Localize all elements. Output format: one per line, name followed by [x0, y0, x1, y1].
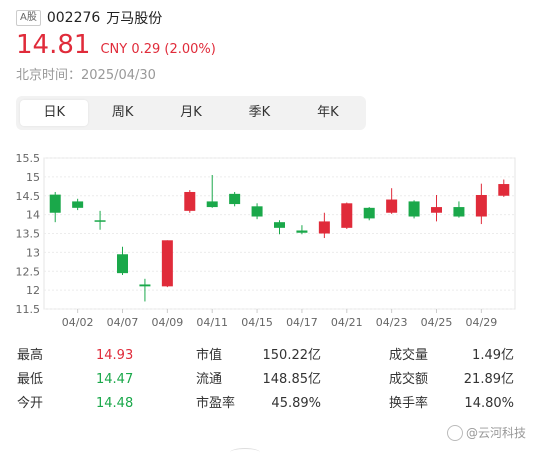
- candle-down: [296, 230, 308, 233]
- y-tick-label: 13.5: [16, 228, 41, 241]
- candle-up: [431, 207, 442, 213]
- candle-up: [498, 184, 510, 196]
- stat-float-cap-label: 流通: [196, 372, 223, 387]
- candle-up: [161, 240, 173, 287]
- stat-pe-label: 市盈率: [196, 396, 236, 411]
- y-tick-label: 13: [26, 246, 40, 259]
- period-tabs: 日K 周K 月K 季K 年K: [16, 96, 366, 130]
- candlestick-chart[interactable]: 15.5 15 14.5 14 13.5 13 12.5 12 11.5 04/02 04/07 04…: [0, 148, 538, 338]
- tab-quarterly-k[interactable]: 季K: [248, 105, 271, 120]
- stat-high-value: 14.93: [96, 348, 134, 363]
- candle-up: [318, 221, 330, 234]
- watermark: @云河科技: [446, 424, 526, 441]
- market-badge: A股: [16, 10, 41, 26]
- candle-down: [49, 194, 61, 213]
- tab-yearly-k[interactable]: 年K: [317, 105, 339, 120]
- candle-down: [94, 220, 106, 222]
- candle-down: [117, 254, 128, 274]
- stat-turnover-rate-label: 换手率: [389, 396, 429, 411]
- stat-float-cap: 流通 148.85亿: [196, 370, 321, 390]
- stat-high: 最高 14.93: [17, 346, 134, 366]
- stat-float-cap-value: 148.85亿: [262, 372, 322, 387]
- x-tick-label: 04/29: [466, 316, 498, 329]
- candle-down: [72, 201, 84, 208]
- y-tick-label: 12: [26, 284, 40, 297]
- y-tick-label: 14: [26, 209, 40, 222]
- stock-header: A股 002276 万马股份: [16, 8, 162, 28]
- x-tick-label: 04/25: [421, 316, 453, 329]
- stat-turnover-amount-label: 成交额: [389, 372, 429, 387]
- stat-open: 今开 14.48: [17, 394, 134, 414]
- stat-open-label: 今开: [17, 396, 44, 411]
- watermark-logo-icon: [446, 424, 463, 441]
- candle-up: [184, 191, 196, 211]
- quote-time: 北京时间：2025/04/30: [16, 68, 156, 83]
- stat-turnover-rate: 换手率 14.80%: [389, 394, 514, 414]
- x-tick-label: 04/09: [152, 316, 184, 329]
- price-change-amount: CNY 0.29: [100, 42, 161, 57]
- x-tick-label: 04/02: [62, 316, 94, 329]
- x-tick-label: 04/11: [196, 316, 228, 329]
- candle-down: [251, 206, 263, 217]
- stat-open-value: 14.48: [96, 396, 134, 411]
- y-tick-label: 14.5: [16, 190, 41, 203]
- tab-weekly-k[interactable]: 周K: [111, 105, 134, 120]
- stat-high-label: 最高: [17, 348, 44, 363]
- x-tick-label: 04/23: [376, 316, 408, 329]
- stock-name: 万马股份: [106, 11, 163, 27]
- y-tick-label: 15.5: [16, 152, 41, 165]
- stat-market-cap-label: 市值: [196, 348, 223, 363]
- stat-pe: 市盈率 45.89%: [196, 394, 321, 414]
- watermark-text: @云河科技: [465, 426, 526, 440]
- candle-down: [274, 222, 285, 228]
- x-tick-label: 04/21: [331, 316, 363, 329]
- stat-volume-value: 1.49亿: [472, 348, 514, 363]
- candle-down: [408, 201, 420, 217]
- price-change: CNY 0.29 (2.00%): [100, 42, 215, 57]
- stat-low-label: 最低: [17, 372, 44, 387]
- stat-turnover-amount-value: 21.89亿: [463, 372, 514, 387]
- y-tick-label: 12.5: [16, 265, 41, 278]
- y-tick-label: 15: [26, 171, 40, 184]
- candle-down: [453, 207, 465, 217]
- candle-down: [206, 201, 218, 208]
- candle-down: [229, 193, 241, 205]
- stat-low: 最低 14.47: [17, 370, 134, 390]
- x-tick-label: 04/15: [241, 316, 273, 329]
- candle-up: [475, 194, 487, 217]
- stat-volume-label: 成交量: [389, 348, 429, 363]
- scroll-hint-arc: [230, 448, 260, 457]
- candle-down: [139, 284, 151, 287]
- stat-pe-value: 45.89%: [271, 396, 321, 411]
- stat-low-value: 14.47: [96, 372, 134, 387]
- stat-market-cap: 市值 150.22亿: [196, 346, 321, 366]
- y-tick-label: 11.5: [16, 303, 41, 316]
- stat-turnover-amount: 成交额 21.89亿: [389, 370, 514, 390]
- candle-up: [341, 203, 353, 228]
- price-change-percent: (2.00%): [164, 42, 216, 57]
- candle-up: [386, 199, 398, 213]
- tab-daily-k[interactable]: 日K: [20, 100, 89, 126]
- stat-market-cap-value: 150.22亿: [262, 348, 322, 363]
- price-row: 14.81 CNY 0.29 (2.00%): [16, 30, 216, 60]
- stat-turnover-rate-value: 14.80%: [464, 396, 514, 411]
- stat-volume: 成交量 1.49亿: [389, 346, 514, 366]
- stock-code: 002276: [46, 10, 101, 26]
- x-tick-label: 04/17: [286, 316, 318, 329]
- candle-down: [363, 207, 375, 219]
- tab-monthly-k[interactable]: 月K: [180, 105, 202, 120]
- current-price: 14.81: [16, 30, 91, 60]
- x-tick-label: 04/07: [107, 316, 139, 329]
